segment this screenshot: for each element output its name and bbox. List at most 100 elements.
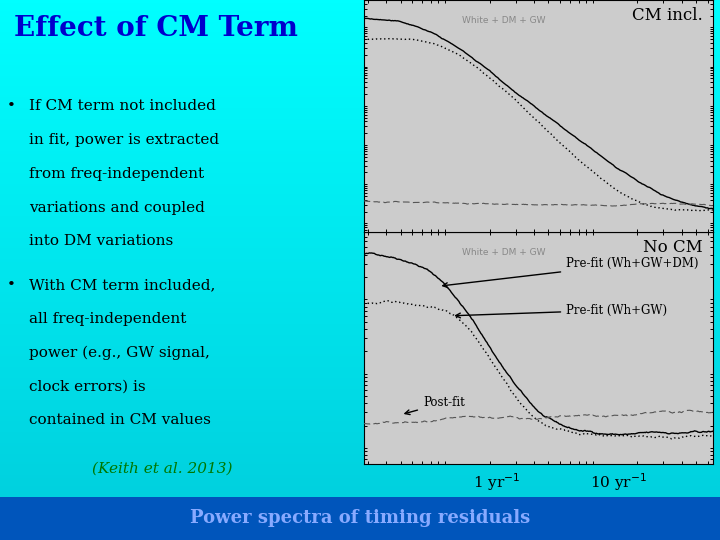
Bar [0, 294, 720, 297]
Bar [0, 3, 720, 5]
Bar [0, 57, 720, 59]
Bar [0, 259, 720, 262]
Bar [0, 443, 720, 445]
Bar [0, 500, 720, 502]
Bar [0, 319, 720, 321]
Text: With CM term included,: With CM term included, [29, 278, 215, 292]
Bar [0, 27, 720, 30]
Bar [0, 289, 720, 292]
Bar [0, 116, 720, 119]
Bar [0, 43, 720, 46]
Bar [0, 65, 720, 68]
Bar [0, 157, 720, 159]
Bar [0, 529, 720, 532]
Bar [0, 213, 720, 216]
Bar [0, 327, 720, 329]
Bar [0, 68, 720, 70]
Bar [0, 205, 720, 208]
Bar [0, 505, 720, 508]
Bar [0, 230, 720, 232]
Bar [0, 394, 720, 397]
Bar [0, 300, 720, 302]
Text: CM incl.: CM incl. [631, 7, 702, 24]
Text: 1 yr$^{-1}$: 1 yr$^{-1}$ [472, 471, 520, 493]
Bar [0, 113, 720, 116]
Bar [0, 192, 720, 194]
Bar [0, 348, 720, 351]
Bar [0, 346, 720, 348]
Bar [0, 184, 720, 186]
Bar [0, 351, 720, 354]
Bar [0, 14, 720, 16]
Bar [0, 513, 720, 516]
Bar [0, 483, 720, 486]
Bar [0, 238, 720, 240]
Bar [0, 143, 720, 146]
Bar [0, 132, 720, 135]
Bar [0, 451, 720, 454]
Text: (Keith et al. 2013): (Keith et al. 2013) [91, 462, 233, 476]
Bar [0, 470, 720, 472]
Text: Post-fit: Post-fit [405, 396, 464, 415]
Bar [0, 35, 720, 38]
Bar [0, 46, 720, 49]
Bar [0, 462, 720, 464]
Bar [0, 24, 720, 27]
Bar [0, 413, 720, 416]
Bar [0, 221, 720, 224]
Bar [0, 381, 720, 383]
Bar [0, 89, 720, 92]
Bar [0, 427, 720, 429]
Text: Pre-fit (Wh+GW): Pre-fit (Wh+GW) [456, 303, 667, 318]
Bar [0, 397, 720, 400]
Bar [0, 464, 720, 467]
Bar [0, 456, 720, 459]
Bar [0, 516, 720, 518]
Bar [0, 305, 720, 308]
Bar [0, 343, 720, 346]
Text: No CM: No CM [642, 239, 702, 256]
Bar [0, 472, 720, 475]
Bar [0, 138, 720, 140]
Bar [0, 211, 720, 213]
Bar [0, 19, 720, 22]
Bar [0, 526, 720, 529]
Bar [0, 524, 720, 526]
Bar [0, 489, 720, 491]
Bar [0, 335, 720, 338]
Bar [0, 467, 720, 470]
Text: Power spectra of timing residuals: Power spectra of timing residuals [190, 509, 530, 528]
Bar [0, 370, 720, 373]
Bar [0, 446, 720, 448]
Bar [0, 170, 720, 173]
Bar [0, 151, 720, 154]
Bar [0, 70, 720, 73]
Bar [0, 202, 720, 205]
Bar [0, 81, 720, 84]
Bar [0, 5, 720, 8]
Bar [0, 97, 720, 100]
Text: •: • [7, 99, 16, 113]
Bar [0, 262, 720, 265]
Bar [0, 375, 720, 378]
Bar [0, 189, 720, 192]
Bar [0, 84, 720, 86]
Bar [0, 408, 720, 410]
Bar [0, 329, 720, 332]
Bar [0, 491, 720, 494]
Bar [0, 49, 720, 51]
Bar [0, 383, 720, 386]
Bar [0, 32, 720, 35]
Bar [0, 535, 720, 537]
Bar [0, 292, 720, 294]
Bar [0, 302, 720, 305]
Bar [0, 356, 720, 359]
Text: in fit, power is extracted: in fit, power is extracted [29, 133, 219, 147]
Text: from freq-independent: from freq-independent [29, 167, 204, 181]
Bar [0, 313, 720, 316]
Bar [0, 286, 720, 289]
Bar [0, 421, 720, 424]
Bar [0, 308, 720, 310]
Bar [0, 11, 720, 14]
Bar [0, 62, 720, 65]
